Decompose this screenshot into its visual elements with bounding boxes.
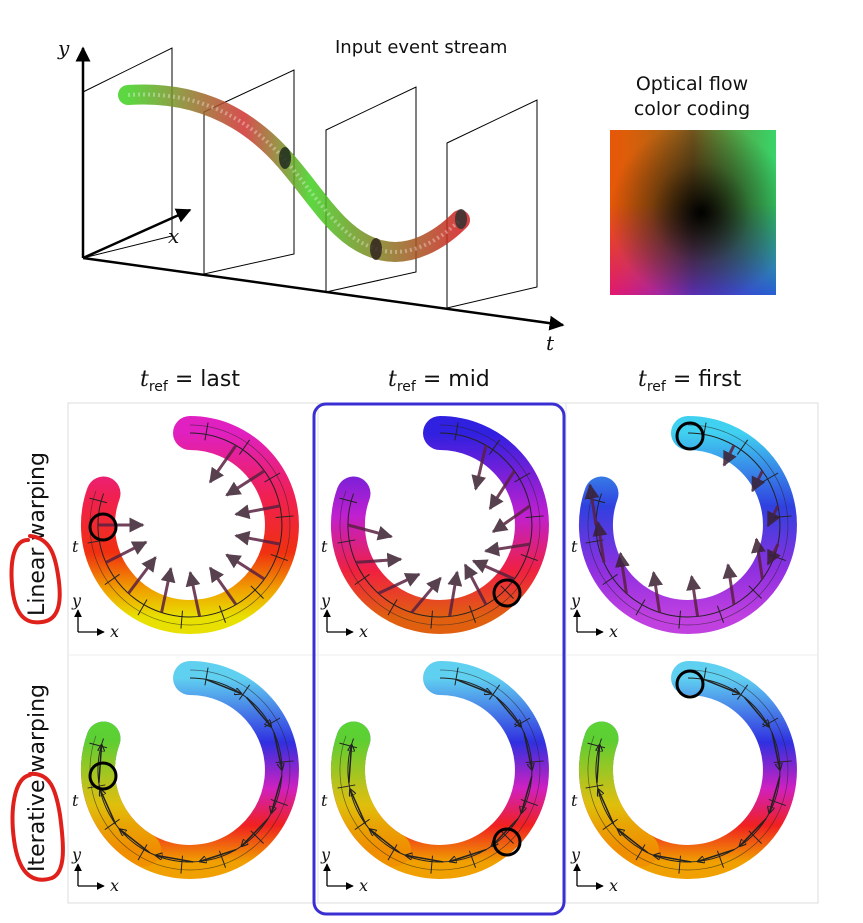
- panel-t-label: t: [571, 791, 578, 810]
- event-stream-plot: y x t Input event stream: [57, 36, 563, 355]
- panel-iterative-mid: [338, 668, 544, 874]
- panel-x-label: x: [110, 876, 119, 895]
- panel-x-label: x: [609, 876, 618, 895]
- panel-t-label: t: [72, 791, 79, 810]
- panel-y-label: y: [570, 591, 581, 610]
- flow-color-legend: Optical flow color coding: [610, 73, 776, 295]
- tube-cross-section-1: [279, 147, 291, 169]
- tube-cross-section-2: [370, 238, 382, 260]
- x-axis-label: x: [168, 224, 179, 248]
- svg-text:tref = mid: tref = mid: [388, 367, 490, 395]
- t-axis-label: t: [546, 331, 555, 355]
- column-header-first: tref = first: [638, 367, 742, 395]
- panel-iterative-last: [88, 668, 294, 874]
- panel-t-label: t: [72, 537, 79, 556]
- svg-text:tref = first: tref = first: [638, 367, 742, 395]
- panel-y-label: y: [320, 845, 331, 864]
- panel-x-label: x: [609, 622, 618, 641]
- panel-t-label: t: [321, 791, 328, 810]
- column-header-mid: tref = mid: [388, 367, 490, 395]
- panel-y-label: y: [71, 591, 82, 610]
- panel-x-label: x: [359, 876, 368, 895]
- column-header-last: tref = last: [140, 367, 240, 395]
- panel-y-label: y: [320, 591, 331, 610]
- time-slice-plane-4: [447, 100, 537, 308]
- panels-frame: [68, 403, 818, 903]
- panel-linear-mid: [338, 423, 544, 629]
- panel-linear-last: [88, 423, 294, 629]
- legend-title-line2: color coding: [634, 98, 750, 120]
- row-label-linear: Linear warping: [25, 452, 50, 616]
- panel-y-label: y: [570, 845, 581, 864]
- panel-y-label: y: [71, 845, 82, 864]
- stream-title: Input event stream: [335, 37, 507, 58]
- t-axis: [83, 258, 563, 325]
- legend-title-line1: Optical flow: [636, 73, 748, 95]
- tube-end: [455, 209, 467, 229]
- panel-x-label: x: [110, 622, 119, 641]
- panel-iterative-first: [586, 668, 792, 874]
- svg-text:tref = last: tref = last: [140, 367, 240, 395]
- panel-t-label: t: [321, 537, 328, 556]
- y-axis-label: y: [57, 36, 70, 60]
- panel-x-label: x: [359, 622, 368, 641]
- time-slice-plane-1: [83, 48, 172, 258]
- panel-linear-first: [586, 423, 792, 629]
- panel-t-label: t: [571, 537, 578, 556]
